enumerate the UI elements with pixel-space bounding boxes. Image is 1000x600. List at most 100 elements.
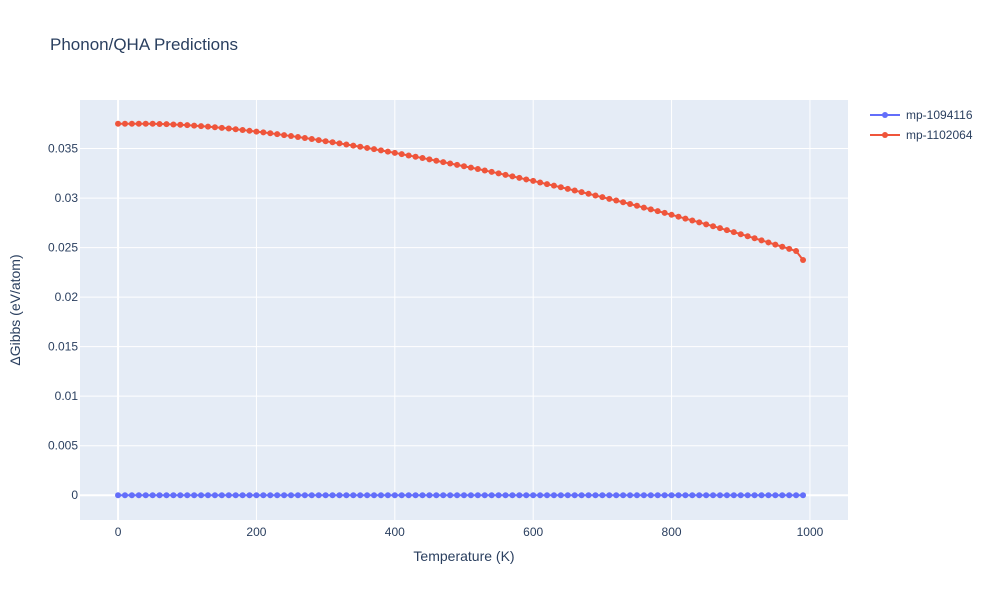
data-point[interactable]	[405, 492, 412, 499]
data-point[interactable]	[419, 492, 426, 499]
data-point[interactable]	[737, 231, 744, 238]
data-point[interactable]	[647, 492, 654, 499]
data-point[interactable]	[779, 243, 786, 250]
data-point[interactable]	[578, 189, 585, 196]
data-point[interactable]	[454, 161, 461, 168]
data-point[interactable]	[357, 492, 364, 499]
data-point[interactable]	[343, 492, 350, 499]
data-point[interactable]	[689, 492, 696, 499]
data-point[interactable]	[495, 170, 502, 177]
data-point[interactable]	[523, 492, 530, 499]
data-point[interactable]	[530, 492, 537, 499]
data-point[interactable]	[613, 492, 620, 499]
data-point[interactable]	[329, 139, 336, 146]
data-point[interactable]	[232, 492, 239, 499]
data-point[interactable]	[225, 492, 232, 499]
data-point[interactable]	[723, 227, 730, 234]
data-point[interactable]	[627, 201, 634, 208]
data-point[interactable]	[689, 217, 696, 224]
data-point[interactable]	[599, 492, 606, 499]
data-point[interactable]	[654, 208, 661, 215]
data-point[interactable]	[592, 192, 599, 199]
data-point[interactable]	[523, 176, 530, 183]
data-point[interactable]	[481, 167, 488, 174]
data-point[interactable]	[481, 492, 488, 499]
data-point[interactable]	[253, 492, 260, 499]
data-point[interactable]	[550, 492, 557, 499]
data-point[interactable]	[696, 492, 703, 499]
data-point[interactable]	[447, 160, 454, 167]
data-point[interactable]	[765, 492, 772, 499]
data-point[interactable]	[495, 492, 502, 499]
data-point[interactable]	[723, 492, 730, 499]
data-point[interactable]	[294, 492, 301, 499]
legend-item[interactable]: mp-1102064	[870, 128, 973, 142]
data-point[interactable]	[391, 492, 398, 499]
data-point[interactable]	[232, 126, 239, 133]
data-point[interactable]	[564, 185, 571, 192]
data-point[interactable]	[121, 120, 128, 127]
data-point[interactable]	[253, 128, 260, 135]
data-point[interactable]	[177, 121, 184, 128]
data-point[interactable]	[488, 492, 495, 499]
data-point[interactable]	[184, 122, 191, 129]
data-point[interactable]	[294, 134, 301, 141]
data-point[interactable]	[246, 492, 253, 499]
data-point[interactable]	[633, 492, 640, 499]
data-point[interactable]	[163, 492, 170, 499]
data-point[interactable]	[537, 179, 544, 186]
data-point[interactable]	[198, 123, 205, 130]
data-point[interactable]	[281, 492, 288, 499]
data-point[interactable]	[509, 173, 516, 180]
data-point[interactable]	[509, 492, 516, 499]
data-point[interactable]	[772, 492, 779, 499]
data-point[interactable]	[710, 223, 717, 230]
data-point[interactable]	[440, 159, 447, 166]
data-point[interactable]	[128, 120, 135, 127]
data-point[interactable]	[661, 209, 668, 216]
data-point[interactable]	[391, 149, 398, 156]
data-point[interactable]	[633, 202, 640, 209]
data-point[interactable]	[620, 492, 627, 499]
data-point[interactable]	[467, 492, 474, 499]
data-point[interactable]	[544, 181, 551, 188]
data-point[interactable]	[571, 187, 578, 194]
data-point[interactable]	[205, 492, 211, 499]
data-point[interactable]	[364, 492, 371, 499]
data-point[interactable]	[737, 492, 744, 499]
data-point[interactable]	[585, 190, 592, 197]
data-point[interactable]	[115, 492, 122, 499]
data-point[interactable]	[557, 184, 564, 191]
data-point[interactable]	[246, 127, 253, 134]
data-point[interactable]	[225, 125, 232, 132]
data-point[interactable]	[191, 492, 198, 499]
data-point[interactable]	[149, 120, 156, 127]
data-point[interactable]	[793, 492, 800, 499]
data-point[interactable]	[288, 492, 295, 499]
data-point[interactable]	[135, 492, 142, 499]
data-point[interactable]	[398, 492, 405, 499]
data-point[interactable]	[530, 177, 537, 184]
data-point[interactable]	[675, 492, 682, 499]
data-point[interactable]	[606, 195, 613, 202]
data-point[interactable]	[315, 137, 322, 144]
data-point[interactable]	[211, 124, 218, 131]
data-point[interactable]	[544, 492, 551, 499]
data-point[interactable]	[239, 492, 246, 499]
data-point[interactable]	[239, 127, 246, 134]
data-point[interactable]	[260, 492, 267, 499]
data-point[interactable]	[301, 492, 308, 499]
data-point[interactable]	[371, 492, 378, 499]
data-point[interactable]	[550, 182, 557, 189]
data-point[interactable]	[668, 492, 675, 499]
data-point[interactable]	[121, 492, 128, 499]
data-point[interactable]	[751, 492, 758, 499]
data-point[interactable]	[474, 492, 481, 499]
data-point[interactable]	[516, 174, 523, 181]
data-point[interactable]	[336, 140, 343, 147]
data-point[interactable]	[461, 163, 467, 170]
data-point[interactable]	[357, 143, 364, 150]
data-point[interactable]	[128, 492, 135, 499]
data-point[interactable]	[682, 492, 689, 499]
data-point[interactable]	[163, 121, 170, 128]
